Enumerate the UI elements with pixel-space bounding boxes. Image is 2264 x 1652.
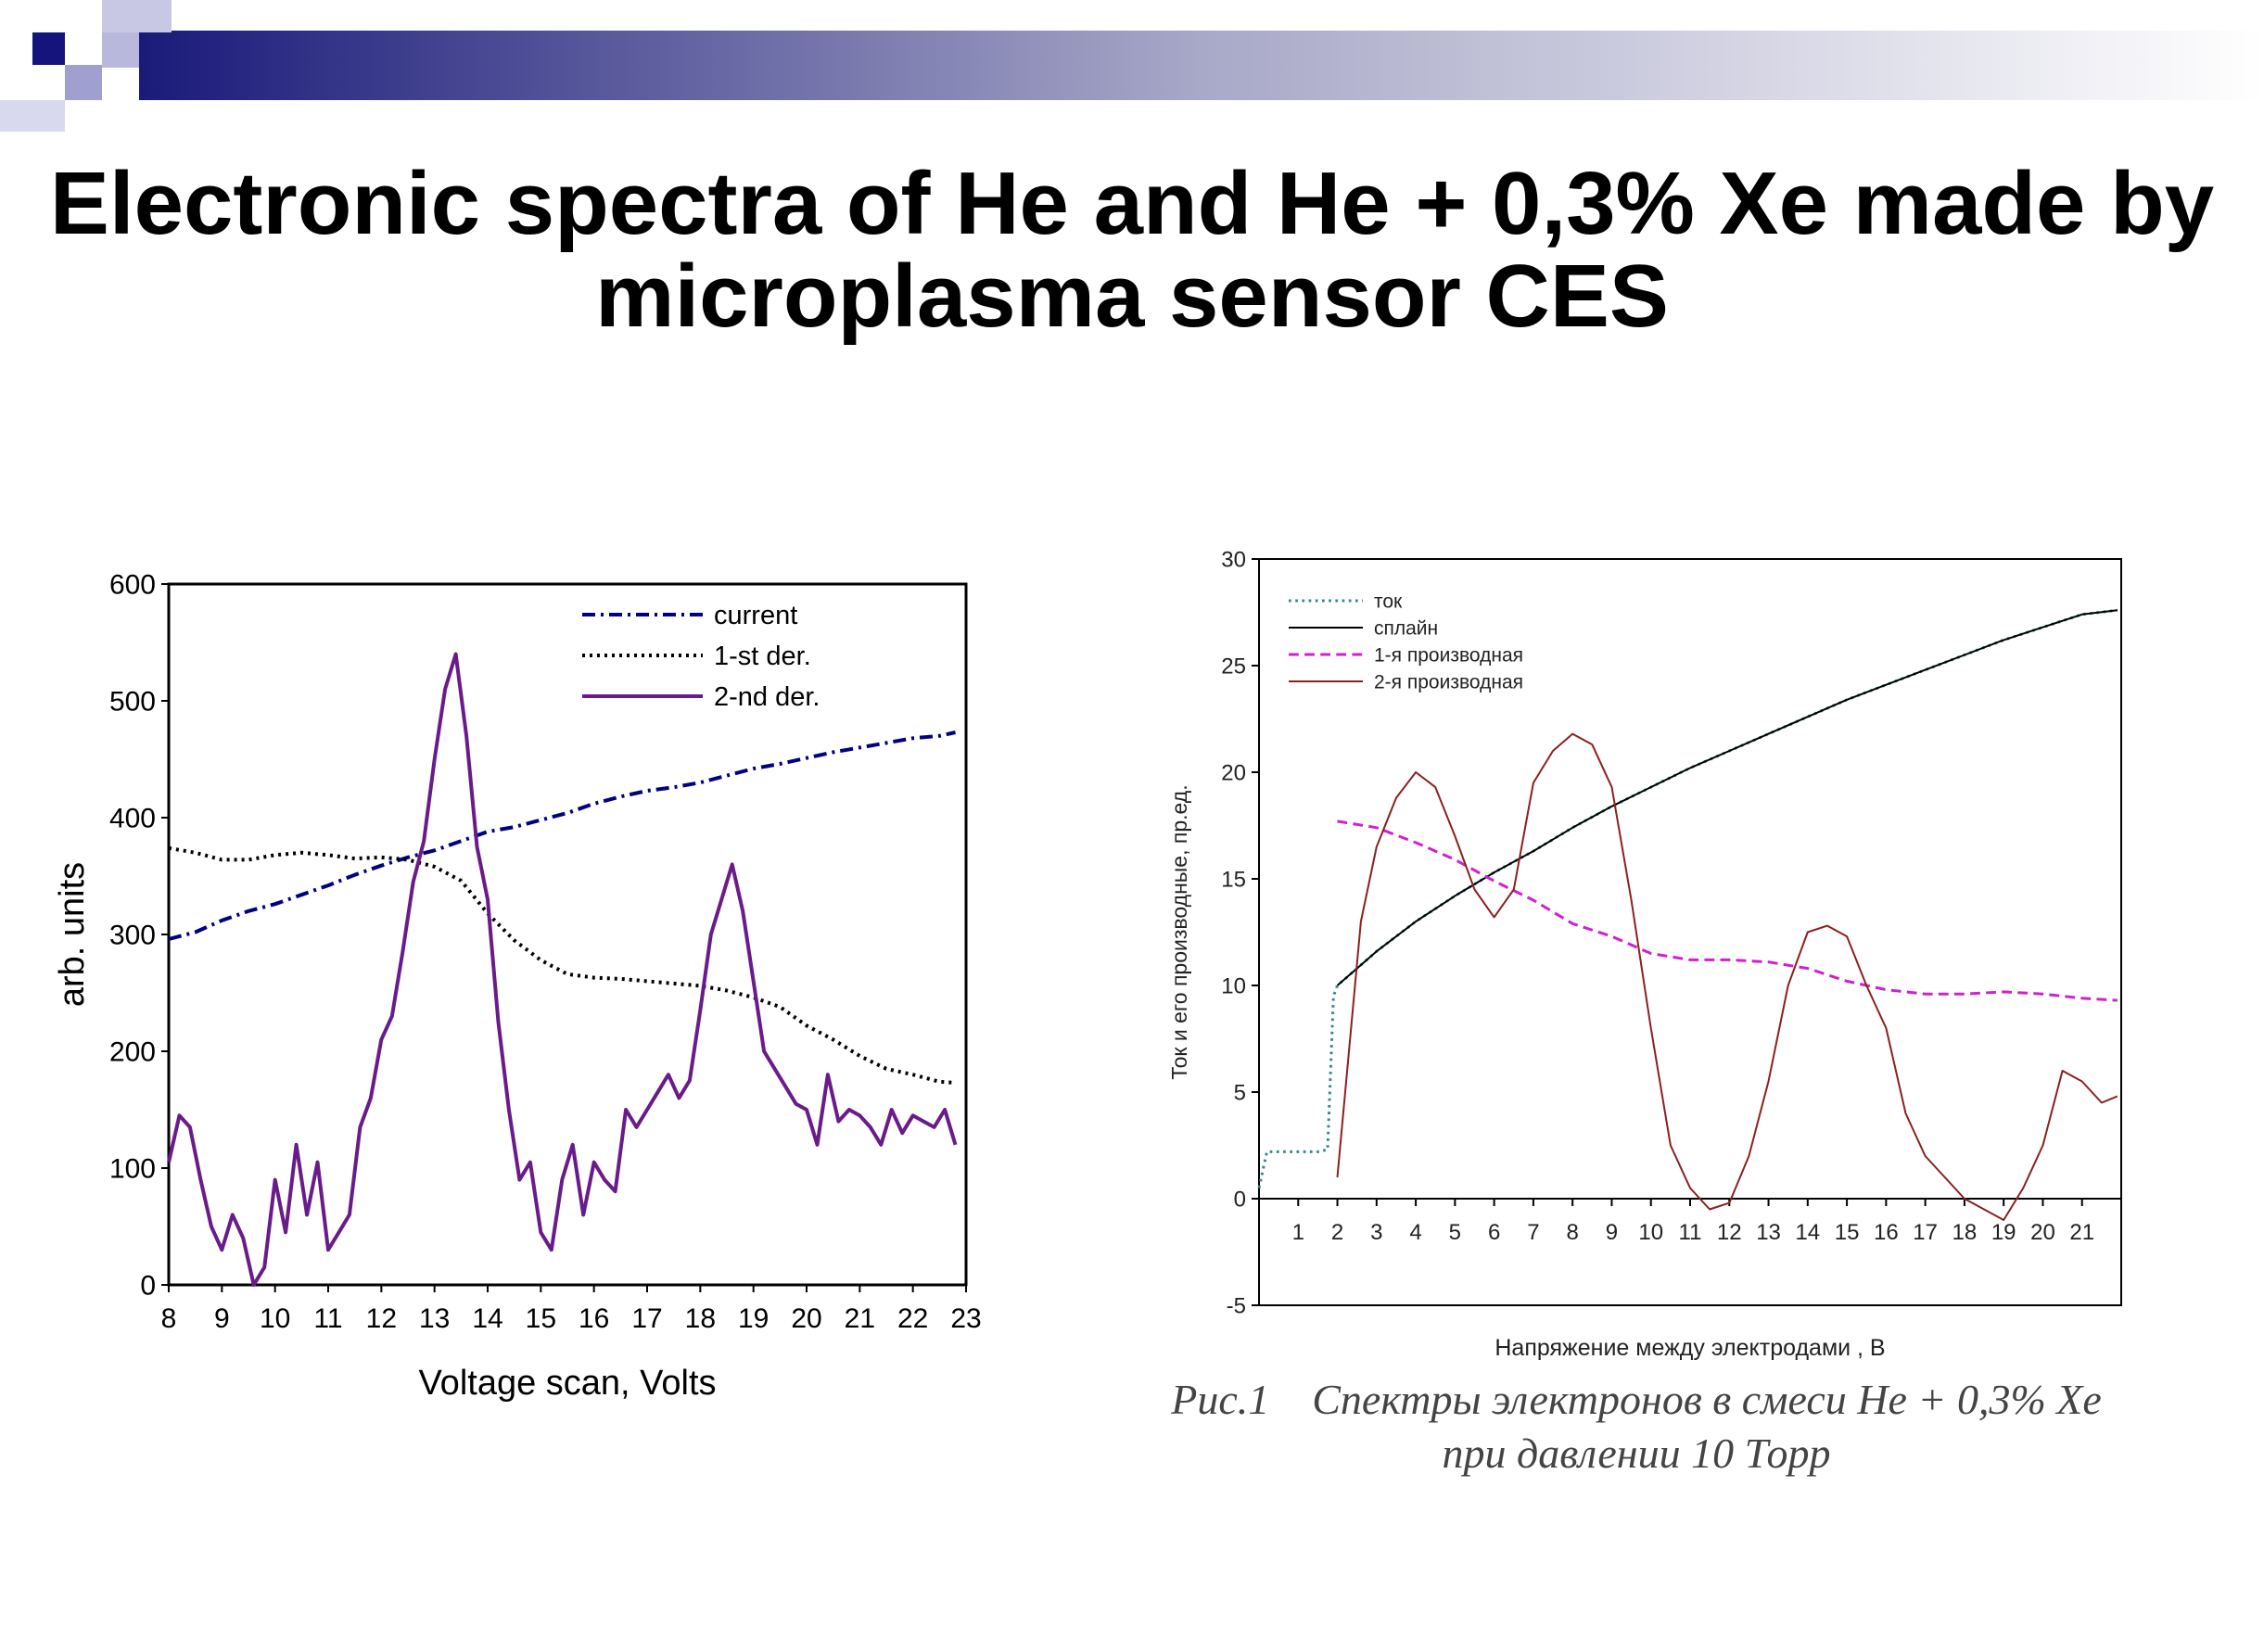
- x-tick-label: 4: [1409, 1220, 1421, 1245]
- page-title-line-1: Electronic spectra of He and He + 0,3% X…: [49, 154, 2215, 253]
- figure-caption-line-2: при давлении 10 Торр: [1442, 1430, 1831, 1477]
- series-line-3: [1337, 820, 2118, 1002]
- y-tick-label: 15: [1221, 867, 1246, 892]
- x-tick-label: 6: [1488, 1220, 1500, 1245]
- banner-square-light-3: [65, 65, 102, 100]
- legend-label-3: 1-я производная: [1374, 644, 1523, 666]
- page-title-line-2: microplasma sensor CES: [595, 247, 1669, 346]
- x-tick-label: 13: [1756, 1220, 1781, 1245]
- figure-caption-line-1: Рис.1 Спектры электронов в смеси He + 0,…: [1171, 1376, 2102, 1423]
- x-tick-label: 19: [738, 1303, 769, 1334]
- series-line-3: [167, 652, 958, 1287]
- x-tick-label: 12: [366, 1303, 397, 1334]
- x-tick-label: 23: [950, 1303, 981, 1334]
- x-tick-label: 9: [214, 1303, 230, 1334]
- x-tick-label: 22: [897, 1303, 928, 1334]
- x-tick-label: 18: [1952, 1220, 1978, 1245]
- x-tick-label: 3: [1370, 1220, 1382, 1245]
- banner-square-light-2: [102, 32, 139, 68]
- y-tick-label: 100: [109, 1154, 156, 1185]
- legend-label-2: 1-st der.: [714, 642, 811, 671]
- y-tick-label: 400: [109, 804, 156, 834]
- legend-label-2: сплайн: [1374, 617, 1438, 639]
- x-tick-label: 21: [2069, 1220, 2094, 1245]
- x-tick-label: 17: [1913, 1220, 1938, 1245]
- x-tick-label: 14: [1795, 1220, 1820, 1245]
- y-tick-label: 0: [140, 1271, 156, 1302]
- x-tick-label: 15: [526, 1303, 556, 1334]
- series-line-2: [168, 845, 956, 1085]
- x-tick-label: 16: [579, 1303, 609, 1334]
- x-axis-label: Voltage scan, Volts: [418, 1364, 716, 1403]
- x-axis-label: Напряжение между электродами , В: [1494, 1335, 1885, 1361]
- y-tick-label: -5: [1227, 1293, 1246, 1318]
- x-tick-label: 10: [1638, 1220, 1663, 1245]
- legend-label-1: ток: [1374, 591, 1403, 612]
- chart-left: 0 100 200 300 400 500 600 8 9 10 11 12 13 14 15 16 17 18 1…: [56, 570, 982, 1404]
- x-tick-label: 9: [1606, 1220, 1618, 1245]
- x-tick-label: 16: [1874, 1220, 1899, 1245]
- x-tick-label: 20: [2030, 1220, 2055, 1245]
- y-tick-label: 5: [1234, 1080, 1246, 1105]
- y-tick-label: 300: [109, 921, 156, 951]
- series-line-2: [1336, 609, 2118, 986]
- x-tick-label: 13: [419, 1303, 450, 1334]
- x-tick-label: 8: [161, 1303, 177, 1334]
- y-tick-label: 25: [1221, 654, 1246, 679]
- y-tick-label: 30: [1221, 547, 1246, 572]
- x-tick-label: 10: [260, 1303, 290, 1334]
- x-tick-label: 5: [1449, 1220, 1461, 1245]
- x-tick-label: 2: [1331, 1220, 1343, 1245]
- x-tick-label: 19: [1991, 1220, 2016, 1245]
- y-tick-label: 20: [1221, 760, 1246, 785]
- series-line-1: [168, 731, 956, 941]
- x-tick-label: 15: [1835, 1220, 1860, 1245]
- x-tick-label: 11: [313, 1303, 342, 1334]
- x-tick-label: 7: [1527, 1220, 1539, 1245]
- x-tick-label: 8: [1567, 1220, 1579, 1245]
- y-axis-label: arb. units: [56, 862, 92, 1007]
- header-banner: [0, 0, 2264, 132]
- x-tick-label: 14: [472, 1303, 502, 1334]
- series-line-4: [1336, 732, 2118, 1221]
- x-tick-label: 12: [1717, 1220, 1742, 1245]
- y-tick-label: 200: [109, 1037, 156, 1068]
- y-tick-label: 600: [109, 570, 156, 601]
- legend-label-3: 2-nd der.: [714, 682, 820, 712]
- y-axis-label: Ток и его производные, пр.ед.: [1167, 784, 1191, 1079]
- y-tick-label: 500: [109, 687, 156, 718]
- banner-gradient-bar: [139, 31, 2264, 100]
- x-tick-label: 21: [845, 1303, 875, 1334]
- plot-area-frame: [1258, 558, 2122, 1306]
- plot-area-frame: [167, 582, 968, 1287]
- legend-label-1: current: [714, 601, 797, 630]
- x-tick-label: 17: [631, 1303, 662, 1334]
- x-tick-label: 1: [1292, 1220, 1304, 1245]
- x-tick-label: 20: [791, 1303, 821, 1334]
- banner-square-dark: [32, 32, 65, 65]
- banner-square-light-4: [0, 100, 65, 132]
- series-line-1: [1257, 608, 2118, 1188]
- x-tick-label: 18: [685, 1303, 716, 1334]
- y-tick-label: 10: [1221, 973, 1246, 998]
- y-tick-label: 0: [1234, 1187, 1246, 1212]
- banner-square-light-1: [102, 0, 172, 32]
- legend-label-4: 2-я производная: [1374, 671, 1523, 693]
- x-tick-label: 11: [1679, 1220, 1702, 1245]
